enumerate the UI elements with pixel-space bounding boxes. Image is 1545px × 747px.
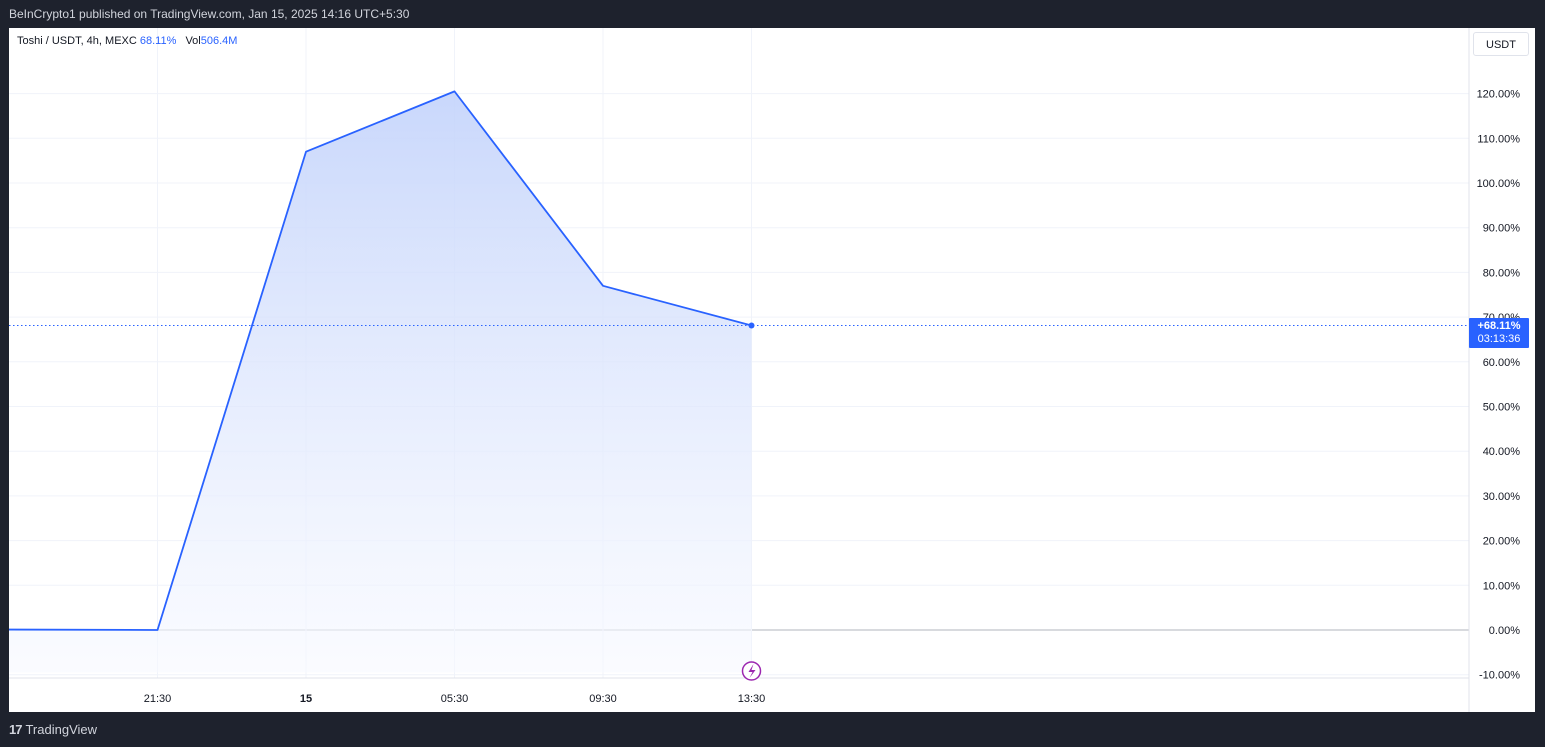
- legend-volume-value: 506.4M: [200, 35, 238, 47]
- y-tick-label: 100.00%: [1477, 178, 1521, 190]
- publish-info: BeInCrypto1 published on TradingView.com…: [9, 7, 410, 21]
- x-tick-label: 13:30: [738, 693, 766, 705]
- series-line: [9, 90, 1469, 681]
- y-tick-label: 60.00%: [1483, 357, 1521, 369]
- y-tick-label: 50.00%: [1483, 402, 1521, 414]
- top-bar: BeInCrypto1 published on TradingView.com…: [0, 0, 1545, 28]
- y-tick-label: 10.00%: [1483, 580, 1521, 592]
- y-tick-label: 0.00%: [1489, 625, 1520, 637]
- chart-legend[interactable]: Toshi / USDT, 4h, MEXC 68.11% Vol506.4M: [17, 35, 237, 47]
- data-point: [748, 322, 755, 329]
- tradingview-logo[interactable]: 17 TradingView: [9, 722, 97, 737]
- current-price-tag: +68.11% 03:13:36: [1469, 317, 1529, 348]
- legend-symbol[interactable]: Toshi / USDT, 4h, MEXC: [17, 35, 137, 47]
- y-tick-label: 120.00%: [1477, 89, 1521, 101]
- x-tick-label: 21:30: [144, 693, 172, 705]
- series-line-path: [9, 90, 752, 631]
- legend-volume-label: Vol: [185, 35, 201, 47]
- currency-button[interactable]: USDT: [1473, 32, 1529, 56]
- y-tick-label: -10.00%: [1479, 670, 1520, 682]
- y-tick-label: 90.00%: [1483, 223, 1521, 235]
- y-tick-label: 20.00%: [1483, 536, 1521, 548]
- axis-labels: -10.00% 0.00% 10.00% 20.00% 30.00% 40.00% 50.0…: [144, 89, 1520, 705]
- x-tick-label: 05:30: [441, 693, 469, 705]
- bar-countdown: 03:13:36: [1477, 332, 1521, 345]
- y-tick-label: 110.00%: [1477, 133, 1520, 145]
- chart-area[interactable]: -10.00% 0.00% 10.00% 20.00% 30.00% 40.00% 50.0…: [9, 28, 1535, 712]
- series-area: [9, 91, 752, 673]
- tradingview-logo-mark: 17: [9, 722, 23, 737]
- area-fill: [9, 91, 752, 673]
- y-tick-label: 30.00%: [1483, 491, 1521, 503]
- y-tick-label: 80.00%: [1483, 267, 1521, 279]
- legend-change: 68.11%: [139, 35, 177, 47]
- tradingview-logo-text: TradingView: [25, 722, 98, 737]
- x-tick-label: 09:30: [589, 693, 617, 705]
- lightning-icon: [741, 661, 762, 681]
- footer: 17 TradingView: [0, 712, 1545, 747]
- price-chart[interactable]: -10.00% 0.00% 10.00% 20.00% 30.00% 40.00% 50.0…: [9, 28, 1535, 712]
- y-tick-label: 40.00%: [1483, 446, 1521, 458]
- lightning-icon-bolt: [748, 664, 756, 678]
- x-tick-label: 15: [300, 693, 312, 705]
- current-price-value: +68.11%: [1477, 319, 1521, 332]
